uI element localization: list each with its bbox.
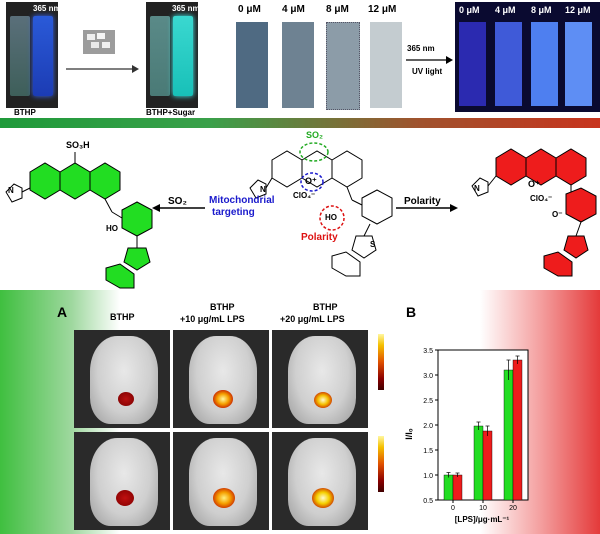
o-minus-right: O⁻ bbox=[552, 210, 563, 219]
x-axis-title: [LPS]/μg·mL⁻¹ bbox=[455, 515, 510, 524]
ho-center: HO bbox=[325, 213, 337, 222]
panel-a-col3-l1: BTHP bbox=[313, 302, 338, 312]
mouse-image-bthp-1 bbox=[74, 330, 170, 428]
vial-dark bbox=[10, 16, 30, 96]
mouse-image-bthp-2 bbox=[74, 432, 170, 530]
vial-teal bbox=[150, 16, 170, 96]
chemical-scheme bbox=[5, 142, 597, 289]
oplus-right: O⁺ bbox=[528, 179, 540, 189]
strip-conc-8: 8 μM bbox=[326, 4, 349, 15]
y-tick-label: 3.5 bbox=[423, 348, 433, 355]
strip-conc-labels: 0 μM 4 μM 8 μM 12 μM bbox=[232, 4, 402, 18]
wavelength-label-left: 365 nm bbox=[33, 4, 61, 13]
gradient-divider-top bbox=[0, 118, 600, 128]
sugar-cubes-image bbox=[83, 30, 115, 54]
mouse-image-lps20-1 bbox=[272, 330, 368, 428]
x-tick-label: 20 bbox=[509, 505, 517, 512]
uv-conc-0: 0 μM bbox=[459, 5, 480, 15]
panel-a-col2-l2: +10 μg/mL LPS bbox=[180, 314, 245, 324]
bar bbox=[452, 474, 463, 501]
clo4-center: ClO₄⁻ bbox=[293, 191, 316, 200]
colorbar-2 bbox=[378, 436, 384, 492]
mito-label-2: targeting bbox=[212, 207, 255, 218]
so2-arrow-label: SO₂ bbox=[168, 196, 187, 207]
panel-a-col3-l2: +20 μg/mL LPS bbox=[280, 314, 345, 324]
mouse-image-lps10-2 bbox=[173, 432, 269, 530]
vials-photo-after bbox=[146, 2, 198, 108]
y-tick-label: 0.5 bbox=[423, 498, 433, 505]
panel-a-letter: A bbox=[57, 304, 68, 320]
vial-blue bbox=[33, 16, 53, 96]
uv-conc-12: 12 μM bbox=[565, 5, 591, 15]
y-tick-label: 1.0 bbox=[423, 473, 433, 480]
mouse-image-lps10-1 bbox=[173, 330, 269, 428]
uv-conc-4: 4 μM bbox=[495, 5, 516, 15]
panel-b-letter: B bbox=[406, 304, 417, 320]
uv-strip-0 bbox=[459, 22, 486, 106]
uv-arrow bbox=[406, 56, 453, 64]
oplus-center: O⁺ bbox=[305, 176, 317, 186]
vial-label-bthp: BTHP bbox=[14, 108, 36, 117]
bar bbox=[473, 425, 484, 501]
polarity-site-label: Polarity bbox=[301, 232, 338, 243]
process-arrow bbox=[66, 65, 139, 73]
x-tick-label: 0 bbox=[451, 505, 455, 512]
strip-conc-0: 0 μM bbox=[238, 4, 261, 15]
ho-left: HO bbox=[106, 224, 118, 233]
x-tick-label: 10 bbox=[479, 505, 487, 512]
y-tick-label: 3.0 bbox=[423, 373, 433, 380]
vial-cyan bbox=[173, 16, 193, 96]
uv-arrow-top-label: 365 nm bbox=[407, 44, 435, 53]
uv-strip-12 bbox=[565, 22, 592, 106]
bar bbox=[443, 474, 454, 501]
test-strip-4 bbox=[282, 22, 314, 108]
n-right: N bbox=[474, 184, 480, 193]
strip-conc-12: 12 μM bbox=[368, 4, 397, 15]
uv-strip-8 bbox=[531, 22, 558, 106]
vial-label-bthp-sugar: BTHP+Sugar bbox=[146, 108, 196, 117]
mito-label-1: Mitochondrial bbox=[209, 195, 275, 206]
y-axis-title: I/I₀ bbox=[404, 428, 414, 440]
y-tick-label: 2.0 bbox=[423, 423, 433, 430]
uv-strip-4 bbox=[495, 22, 522, 106]
test-strip-12 bbox=[370, 22, 402, 108]
test-strip-0 bbox=[236, 22, 268, 108]
bar bbox=[512, 359, 523, 501]
colorbar-1 bbox=[378, 334, 384, 390]
uv-conc-8: 8 μM bbox=[531, 5, 552, 15]
bthp-probe-structure bbox=[249, 142, 393, 277]
mouse-image-lps20-2 bbox=[272, 432, 368, 530]
wavelength-label-right: 365 nm bbox=[172, 4, 200, 13]
uv-strips-photo: 0 μM 4 μM 8 μM 12 μM bbox=[455, 2, 600, 112]
so3h-label: SO₃H bbox=[66, 140, 90, 150]
vials-photo-before bbox=[6, 2, 58, 108]
panel-a-col2-l1: BTHP bbox=[210, 302, 235, 312]
polarity-product-structure bbox=[471, 148, 597, 277]
strip-conc-4: 4 μM bbox=[282, 4, 305, 15]
s-center: S bbox=[370, 240, 376, 249]
uv-arrow-bottom-label: UV light bbox=[412, 67, 443, 76]
bar-chart: 0.5 1.0 1.5 2.0 2.5 3.0 3.5 0 10 20 I/I₀ [LPS]/μg… bbox=[404, 348, 529, 524]
so2-adduct-structure bbox=[5, 152, 153, 289]
panel-a-col1: BTHP bbox=[110, 312, 135, 322]
test-strip-8 bbox=[326, 22, 360, 110]
n-center: N bbox=[260, 185, 266, 194]
y-tick-label: 2.5 bbox=[423, 398, 433, 405]
so2-site-label: SO₂ bbox=[306, 130, 324, 140]
clo4-right: ClO₄⁻ bbox=[530, 194, 553, 203]
bar bbox=[482, 430, 493, 501]
n-left: N bbox=[8, 186, 14, 195]
polarity-arrow-label: Polarity bbox=[404, 196, 441, 207]
bar bbox=[503, 369, 514, 501]
y-tick-label: 1.5 bbox=[423, 448, 433, 455]
